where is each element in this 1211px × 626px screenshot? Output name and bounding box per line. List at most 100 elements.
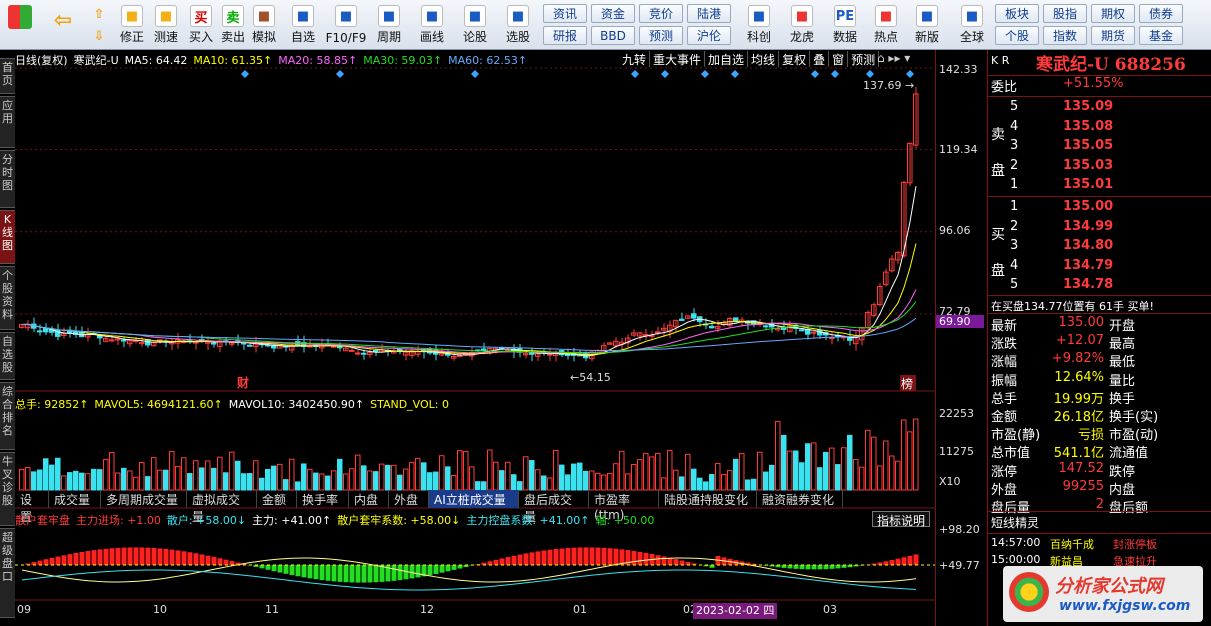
toolbar-dragon-button[interactable]: ■ 龙虎 <box>787 3 817 47</box>
quote-label-2: 量比 <box>1109 373 1136 389</box>
bottom-tab-5[interactable]: 换手率 <box>297 490 349 508</box>
toolbar-folder-button[interactable]: ■ 自选 <box>289 3 317 47</box>
axis-vol-0: 22253 <box>939 407 974 420</box>
candle <box>367 351 373 355</box>
toolbar-clock-button[interactable]: ■ 测速 <box>151 3 181 47</box>
volume-bar <box>427 472 433 491</box>
toolbar-select-button[interactable]: ■ 选股 <box>503 3 533 47</box>
quote-row: 总市值 541.1亿 流通值 <box>988 442 1211 461</box>
kline-btn-1[interactable]: 重大事件 <box>650 51 706 67</box>
toolbar-label: 选股 <box>505 30 530 44</box>
left-tab-5[interactable]: 自选股 <box>0 332 15 380</box>
kline-btn-4[interactable]: 复权 <box>779 51 811 67</box>
app-logo[interactable] <box>4 3 36 47</box>
kline-chart[interactable]: 137.69 → ←54.15 财 榜 <box>15 50 935 626</box>
kline-btn-6[interactable]: 窗 <box>829 51 849 67</box>
kline-btn-7[interactable]: 预测 <box>848 51 880 67</box>
toolbar-sell-button[interactable]: 卖卖出 <box>219 3 247 47</box>
toolbar-label: 新版 <box>914 30 939 44</box>
small-btn-8[interactable]: 板块 <box>995 4 1039 23</box>
chart-area[interactable]: 137.69 → ←54.15 财 榜 日线(复权) 寒武纪-U MA5: 64.42 MA… <box>15 50 935 626</box>
small-btn-13[interactable]: 指数 <box>1043 26 1087 45</box>
volume-bar <box>157 469 163 491</box>
indicator-help-button[interactable]: 指标说明 <box>872 511 931 528</box>
mavol5-label: MAVOL5: 4694121.60↑ <box>94 398 223 411</box>
quote-label: 金额 <box>991 410 1018 425</box>
up-button[interactable]: ⇧ <box>87 3 111 25</box>
bottom-tab-8[interactable]: AI立桩成交量 <box>429 490 519 508</box>
small-btn-3[interactable]: 陆港 <box>687 4 731 23</box>
small-btn-6[interactable]: 预测 <box>639 26 683 45</box>
bottom-tab-10[interactable]: 市盈率(ttm) <box>589 490 659 522</box>
small-btn-15[interactable]: 基金 <box>1139 26 1183 45</box>
ind-f: 轴: +50.00 <box>595 514 655 527</box>
left-tab-2[interactable]: 分时图 <box>0 150 15 208</box>
down-button[interactable]: ⇩ <box>87 25 111 47</box>
volume-header: 总手: 92852↑ MAVOL5: 4694121.60↑ MAVOL10: 34… <box>15 396 455 412</box>
bottom-tab-0[interactable]: 设置 <box>15 490 49 524</box>
volume-bar <box>67 472 73 491</box>
candle <box>655 331 661 334</box>
jingling-row[interactable]: 14:57:00 百纳千成 封涨停板 <box>988 534 1211 551</box>
candle <box>349 349 355 352</box>
toolbar-pe-button[interactable]: PE 数据 <box>830 3 860 47</box>
small-btn-2[interactable]: 竞价 <box>639 4 683 23</box>
menu-expand-icon[interactable]: ⌂ ▸▸ ▾ <box>877 51 911 65</box>
left-tab-6[interactable]: 综合排名 <box>0 382 15 450</box>
small-btn-12[interactable]: 个股 <box>995 26 1039 45</box>
left-tab-4[interactable]: 个股资料 <box>0 266 15 330</box>
small-btn-5[interactable]: BBD <box>591 26 635 45</box>
small-btn-11[interactable]: 债券 <box>1139 4 1183 23</box>
bang-marker-bg <box>900 375 916 391</box>
left-tabs: 首页 应用分时图 K线图个股资料自选股综合排名牛叉诊股超级盘口 <box>0 50 15 626</box>
small-btn-1[interactable]: 资金 <box>591 4 635 23</box>
toolbar-f10-button[interactable]: ■ F10/F9 <box>326 3 366 47</box>
bottom-tab-7[interactable]: 外盘 <box>389 490 429 508</box>
toolbar-period-button[interactable]: ■ 周期 <box>374 3 404 47</box>
left-tab-1[interactable]: 应用 <box>0 96 15 148</box>
candle <box>625 337 631 344</box>
small-btn-4[interactable]: 研报 <box>543 26 587 45</box>
toolbar-pencil-button[interactable]: ■ 画线 <box>417 3 447 47</box>
bottom-tab-1[interactable]: 成交量 <box>49 490 101 508</box>
volume-bar <box>31 471 37 491</box>
bottom-tab-9[interactable]: 盘后成交量 <box>519 490 589 524</box>
bottom-tab-12[interactable]: 融资融券变化 <box>757 490 843 508</box>
toolbar-newver-button[interactable]: ■ 新版 <box>912 3 942 47</box>
kline-btn-3[interactable]: 均线 <box>748 51 780 67</box>
kline-btn-0[interactable]: 九转 <box>619 51 651 67</box>
volume-bar <box>433 471 439 491</box>
small-btn-14[interactable]: 期货 <box>1091 26 1135 45</box>
toolbar-forum-button[interactable]: ■ 论股 <box>460 3 490 47</box>
small-btn-10[interactable]: 期权 <box>1091 4 1135 23</box>
toolbar-globe-button[interactable]: ■ 全球 <box>957 3 987 47</box>
small-btn-7[interactable]: 沪伦 <box>687 26 731 45</box>
left-tab-8[interactable]: 超级盘口 <box>0 528 15 618</box>
toolbar-edit-button[interactable]: ■ 修正 <box>118 3 146 47</box>
volume-bar <box>649 456 655 491</box>
kline-btn-5[interactable]: 叠 <box>810 51 830 67</box>
toolbar-kechuang-button[interactable]: ■ 科创 <box>744 3 774 47</box>
volume-bar <box>823 451 829 491</box>
back-button[interactable]: ⇦ <box>48 3 78 47</box>
left-tab-3[interactable]: K线图 <box>0 210 15 264</box>
volume-bar <box>55 457 61 491</box>
small-btn-9[interactable]: 股指 <box>1043 4 1087 23</box>
toolbar-buy-button[interactable]: 买买入 <box>187 3 215 47</box>
bottom-tab-2[interactable]: 多周期成交量 <box>101 490 187 508</box>
ma10-line <box>21 243 917 356</box>
ask-row: 1 135.01 <box>988 177 1211 195</box>
left-tab-7[interactable]: 牛叉诊股 <box>0 452 15 526</box>
volume-bar <box>463 450 469 491</box>
toolbar-hot-button[interactable]: ■ 热点 <box>871 3 901 47</box>
bottom-tab-6[interactable]: 内盘 <box>349 490 389 508</box>
bottom-tab-3[interactable]: 虚拟成交量 <box>187 490 257 524</box>
jingling-row[interactable]: 15:00:00 新益昌 急速拉升 <box>988 551 1211 568</box>
toolbar-hammer-button[interactable]: ■ 模拟 <box>250 3 278 47</box>
ask-row: 2 135.03 <box>988 158 1211 176</box>
left-tab-0[interactable]: 首页 <box>0 58 15 94</box>
bottom-tab-11[interactable]: 陆股通持股变化 <box>659 490 757 508</box>
bottom-tab-4[interactable]: 金额 <box>257 490 297 508</box>
kline-btn-2[interactable]: 加自选 <box>705 51 749 67</box>
small-btn-0[interactable]: 资讯 <box>543 4 587 23</box>
